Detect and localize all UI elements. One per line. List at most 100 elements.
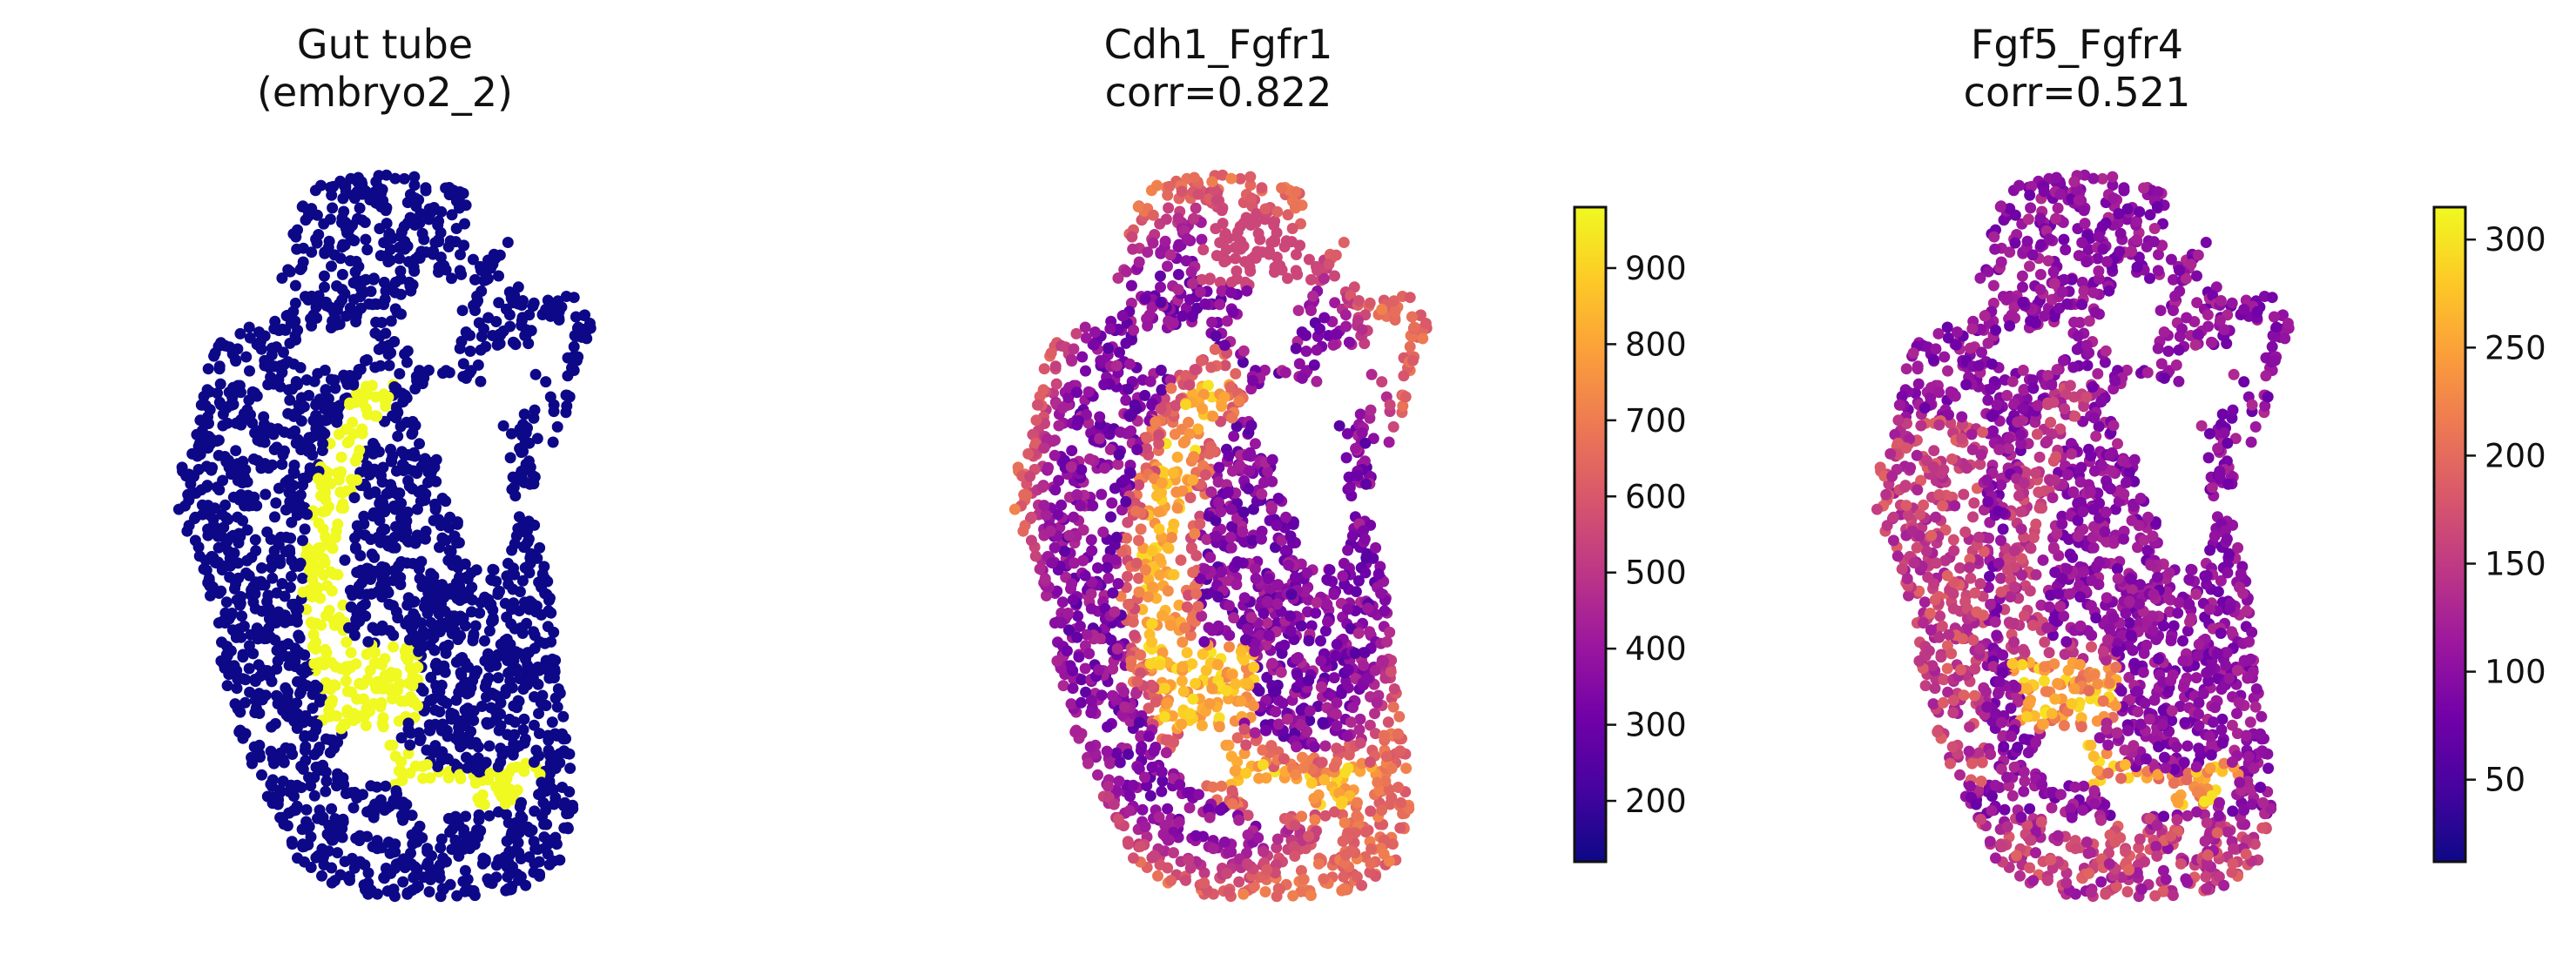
spot: [233, 726, 246, 738]
spot: [462, 762, 474, 774]
spot: [319, 364, 331, 376]
spot: [1102, 780, 1114, 792]
spot: [314, 416, 326, 428]
spot: [284, 495, 296, 507]
spot: [388, 641, 399, 653]
spot: [390, 785, 402, 796]
spot: [368, 697, 380, 709]
spot: [1278, 753, 1290, 765]
spot: [479, 635, 490, 647]
spot: [469, 620, 482, 632]
spot: [1300, 346, 1312, 357]
spot: [198, 391, 210, 402]
spot: [326, 862, 338, 874]
spot: [1331, 720, 1343, 732]
spot: [1216, 285, 1228, 297]
spot: [293, 399, 305, 411]
spot: [495, 638, 507, 650]
spot: [1165, 875, 1177, 887]
spot: [320, 384, 332, 396]
spot: [1172, 212, 1184, 225]
spot: [271, 587, 283, 599]
spot: [1187, 567, 1199, 578]
spot: [542, 655, 553, 668]
spot: [401, 345, 414, 357]
spot: [1245, 611, 1258, 623]
spot: [1179, 622, 1190, 634]
spot: [213, 360, 226, 373]
spot: [376, 659, 388, 670]
spot: [1223, 600, 1235, 612]
spot: [485, 574, 497, 586]
spot: [406, 829, 418, 841]
spot: [435, 598, 447, 610]
spot: [548, 798, 560, 810]
spot: [297, 763, 309, 776]
spot: [513, 648, 525, 659]
spot: [392, 430, 404, 442]
spot: [1165, 382, 1177, 394]
spot: [1219, 360, 1231, 372]
panel-2-title-line-2: corr=0.822: [1105, 69, 1332, 116]
spot: [1271, 252, 1283, 263]
spot: [1130, 557, 1143, 569]
spot: [1159, 819, 1171, 831]
spot: [1196, 610, 1208, 622]
spot: [1225, 286, 1237, 299]
spot: [307, 591, 318, 603]
spot: [1290, 186, 1302, 198]
spot: [1404, 292, 1416, 304]
spot: [1224, 629, 1236, 642]
spot: [520, 427, 532, 439]
spot: [1378, 848, 1390, 860]
panel-cdh1-fgfr1: Cdh1_Fgfr1 corr=0.822 200300400500600700…: [1008, 21, 1687, 903]
spot: [523, 567, 536, 579]
spot: [1110, 531, 1123, 543]
spot: [361, 649, 373, 661]
panel-3-scatter-plot: [1871, 169, 2295, 903]
spot: [1120, 337, 1132, 349]
spot: [399, 243, 411, 255]
spot: [295, 675, 307, 688]
spot: [1186, 278, 1198, 290]
spot: [453, 200, 465, 212]
spot: [1207, 843, 1219, 855]
spot: [1242, 677, 1253, 689]
spot: [1204, 697, 1216, 709]
spot: [472, 741, 484, 753]
spot: [1365, 857, 1377, 870]
spot: [579, 309, 590, 321]
spot: [550, 838, 563, 850]
spot: [1129, 399, 1141, 411]
spot: [1337, 835, 1349, 847]
spot: [1170, 400, 1182, 412]
spot: [205, 589, 216, 601]
spot: [1210, 194, 1223, 206]
spot: [293, 505, 306, 517]
spot: [320, 785, 332, 797]
spot: [402, 748, 415, 760]
spot: [266, 342, 278, 354]
spot: [1328, 672, 1340, 684]
spot: [1303, 253, 1315, 265]
spot: [493, 806, 504, 818]
spot: [493, 270, 504, 282]
spot: [516, 295, 529, 306]
spot: [1018, 488, 1030, 501]
spot: [505, 427, 517, 440]
spot: [421, 744, 433, 756]
spot: [297, 479, 309, 491]
spot: [1188, 171, 1200, 184]
spot: [1146, 636, 1158, 649]
spot: [511, 702, 523, 714]
spot: [1052, 508, 1064, 521]
spot: [212, 449, 225, 461]
spot: [467, 635, 479, 647]
spot: [394, 367, 406, 380]
spot: [341, 636, 353, 649]
spot: [505, 730, 517, 743]
spot: [374, 250, 387, 262]
spot: [1348, 281, 1360, 293]
spot: [1102, 554, 1114, 565]
spot: [303, 389, 315, 401]
